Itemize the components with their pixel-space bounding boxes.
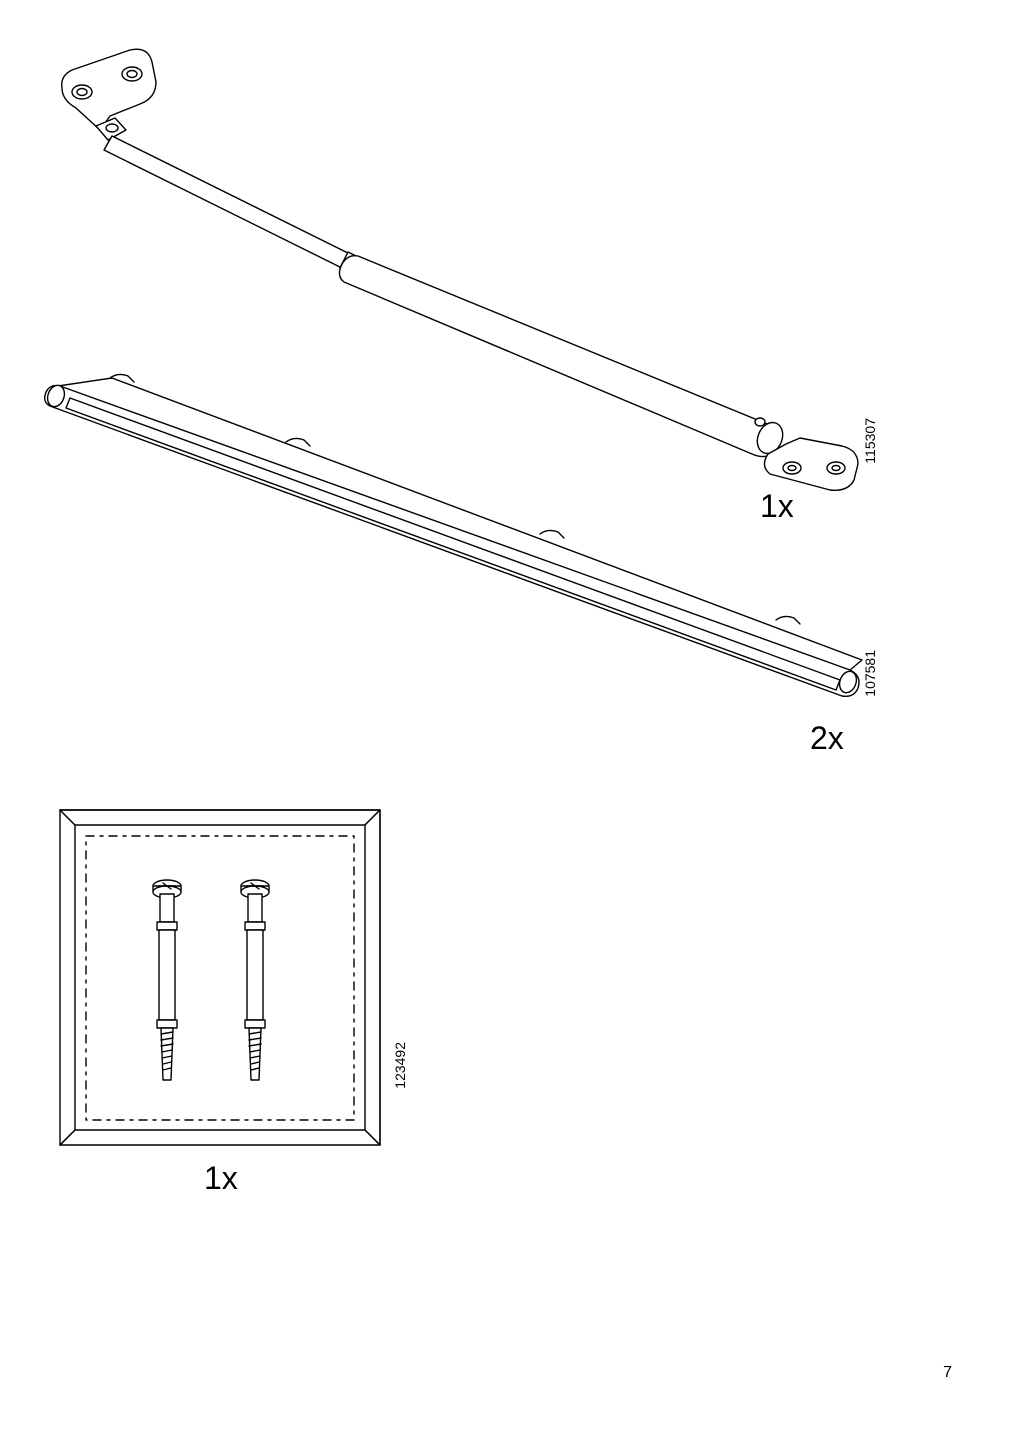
rail-partnum: 107581 [862,650,878,697]
illustration-canvas [0,0,1012,1432]
assembly-page: 1x 2x 1x 115307 107581 123492 7 [0,0,1012,1432]
gas-strut-partnum: 115307 [862,418,878,464]
gas-strut-quantity: 1x [760,488,794,525]
gas-strut-illustration [62,49,858,490]
fastener-pack-illustration [60,810,380,1145]
fastener-pack-partnum: 123492 [392,1042,408,1089]
page-number: 7 [943,1364,952,1382]
fastener-pack-quantity: 1x [204,1160,238,1197]
rail-quantity: 2x [810,720,844,757]
